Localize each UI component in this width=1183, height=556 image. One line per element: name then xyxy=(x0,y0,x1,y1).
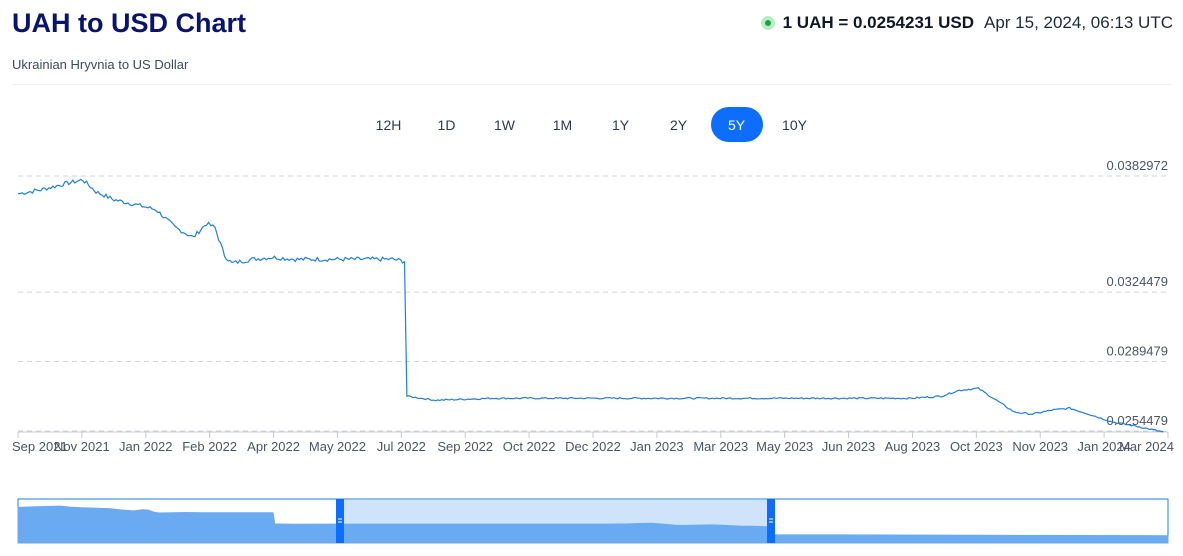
current-rate: 1 UAH = 0.0254231 USD xyxy=(782,13,974,32)
x-tick-label: Sep 2021 xyxy=(12,439,68,454)
y-tick-label: 0.0254479 xyxy=(1107,413,1168,428)
x-tick-label: Oct 2022 xyxy=(503,439,556,454)
page-title: UAH to USD Chart xyxy=(12,8,246,38)
y-tick-label: 0.0289479 xyxy=(1107,344,1168,359)
range-button-5y[interactable]: 5Y xyxy=(710,107,763,142)
x-tick-label: Nov 2023 xyxy=(1012,439,1068,454)
range-button-1m[interactable]: 1M xyxy=(537,107,589,142)
navigator-handle-right[interactable] xyxy=(767,499,775,543)
navigator-area xyxy=(17,505,1169,544)
x-tick-label: Apr 2022 xyxy=(247,439,300,454)
range-button-1w[interactable]: 1W xyxy=(479,107,531,142)
live-status-icon xyxy=(760,16,775,30)
x-tick-label: Nov 2021 xyxy=(54,439,110,454)
range-button-10y[interactable]: 10Y xyxy=(769,107,821,142)
rate-timestamp: Apr 15, 2024, 06:13 UTC xyxy=(983,13,1173,32)
x-tick-label: May 2022 xyxy=(309,439,366,454)
x-tick-label: Sep 2022 xyxy=(437,439,493,454)
navigator-handle-left[interactable] xyxy=(336,499,344,543)
x-tick-label: Jun 2023 xyxy=(822,439,876,454)
x-tick-label: Jan 2022 xyxy=(119,439,173,454)
series-line xyxy=(17,178,1164,433)
range-button-1d[interactable]: 1D xyxy=(421,107,473,142)
x-tick-label: Oct 2023 xyxy=(950,439,1003,454)
x-tick-label: Dec 2022 xyxy=(565,439,621,454)
y-tick-label: 0.0324479 xyxy=(1107,274,1168,289)
y-tick-label: 0.0382972 xyxy=(1107,158,1168,173)
x-tick-label: Mar 2023 xyxy=(693,439,748,454)
x-tick-label: Mar 2024 xyxy=(1119,439,1174,454)
x-tick-label: Jan 2024 xyxy=(1077,439,1131,454)
range-button-1y[interactable]: 1Y xyxy=(595,107,647,142)
x-tick-label: Aug 2023 xyxy=(885,439,941,454)
rate-box: 1 UAH = 0.0254231 USD Apr 15, 2024, 06:1… xyxy=(760,13,1173,33)
range-button-2y[interactable]: 2Y xyxy=(653,107,705,142)
header-divider xyxy=(12,84,1171,85)
range-button-12h[interactable]: 12H xyxy=(363,107,415,142)
x-tick-label: Feb 2022 xyxy=(182,439,237,454)
x-tick-label: Jan 2023 xyxy=(630,439,684,454)
range-selector: 12H 1D 1W 1M 1Y 2Y 5Y 10Y xyxy=(0,107,1183,142)
x-tick-label: Jul 2022 xyxy=(377,439,426,454)
x-tick-label: May 2023 xyxy=(756,439,813,454)
page-subtitle: Ukrainian Hryvnia to US Dollar xyxy=(12,57,189,72)
